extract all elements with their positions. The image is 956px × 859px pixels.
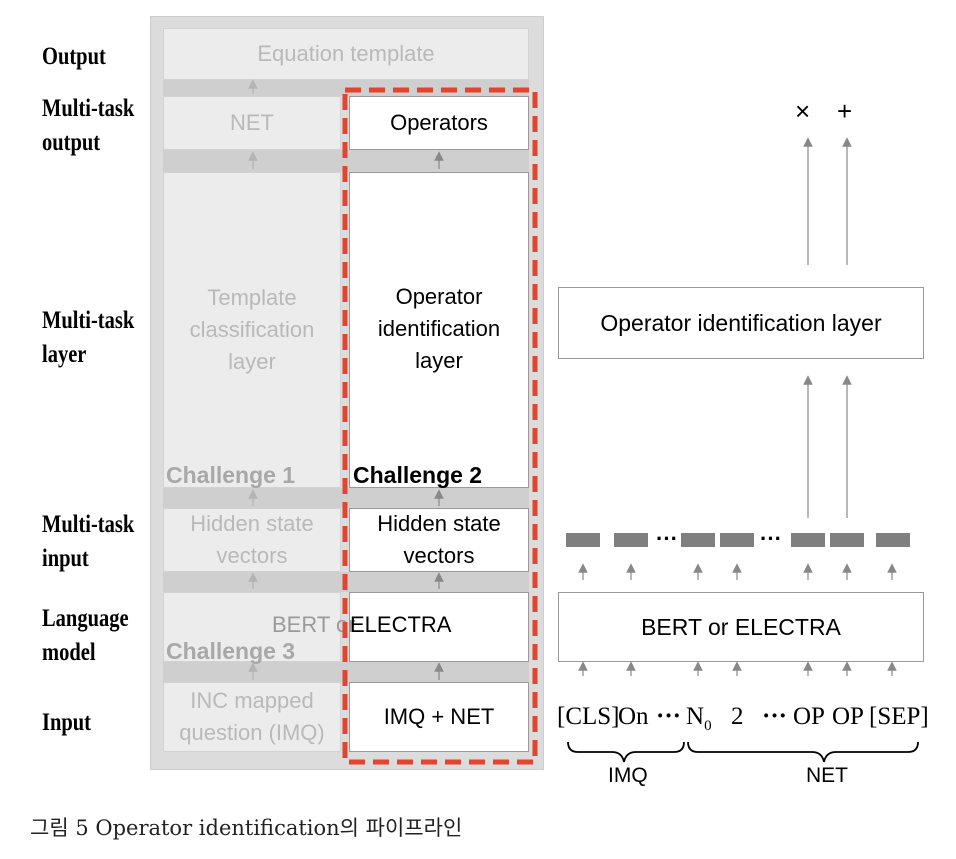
row-label-line: output [42, 129, 101, 156]
row-label-multitask-layer: Multi-task layer [42, 304, 134, 372]
imq-brace-label: IMQ [608, 764, 648, 787]
hidden-vector [681, 533, 715, 547]
row-label-multitask-output: Multi-task output [42, 92, 134, 160]
hidden-vector [830, 533, 864, 547]
token-ellipsis: ··· [762, 703, 788, 730]
net-output-box: NET [163, 96, 341, 150]
net-output-label: NET [230, 110, 274, 135]
operator-identification-box: Operator identification layer [349, 172, 529, 488]
hidden-state-line: Hidden state [377, 511, 501, 536]
row-label-language-model: Language model [42, 602, 129, 670]
token-n: N [686, 703, 705, 730]
row-label-line: Multi-task [42, 307, 135, 334]
vector-ellipsis: ··· [760, 526, 782, 551]
operators-label: Operators [390, 110, 488, 135]
equation-template-label: Equation template [257, 41, 435, 66]
vector-ellipsis: ··· [656, 526, 678, 551]
template-layer-line: layer [228, 349, 276, 374]
figure-caption: 그림 5 Operator identification의 파이프라인 [30, 816, 463, 840]
hidden-state-line: vectors [216, 543, 288, 568]
operator-layer-line: layer [415, 348, 463, 373]
imq-gray-line: question (IMQ) [179, 720, 325, 745]
hidden-state-gray-box: Hidden state vectors [163, 508, 341, 572]
token-op: OP [793, 703, 825, 730]
hidden-vector [876, 533, 910, 547]
bert-gray-box [163, 592, 341, 662]
row-label-line: Multi-task [42, 95, 135, 122]
highlight-dashed-rect [342, 87, 538, 765]
row-label-output: Output [42, 43, 106, 70]
token-sep: [SEP] [869, 703, 929, 730]
electra-box [349, 592, 529, 662]
electra-right-label: ELECTRA [350, 612, 452, 637]
hidden-vector [791, 533, 825, 547]
row-label-line: model [42, 639, 96, 666]
imq-net-label: IMQ + NET [383, 704, 495, 729]
token-cls: [CLS] [557, 703, 620, 730]
right-operator-layer-box: Operator identification layer [558, 287, 924, 359]
token-op: OP [832, 703, 864, 730]
imq-net-box: IMQ + NET [349, 682, 529, 752]
right-bert-label: BERT or ELECTRA [641, 614, 841, 640]
operator-layer-line: identification [377, 316, 501, 341]
times-operator: × [795, 96, 811, 126]
token-ellipsis: ··· [656, 703, 682, 730]
token-n-subscript: 0 [704, 718, 712, 734]
token-n0: N0 [686, 703, 712, 735]
row-label-input: Input [42, 709, 92, 736]
hidden-vector [566, 533, 600, 547]
imq-brace [567, 741, 685, 763]
right-operator-layer-label: Operator identification layer [600, 310, 882, 336]
token-on: On [618, 703, 649, 730]
challenge-3-label: Challenge 3 [166, 638, 296, 664]
plus-operator: + [837, 96, 853, 126]
net-brace-label: NET [806, 764, 848, 787]
token-2: 2 [731, 703, 744, 730]
row-label-line: Multi-task [42, 511, 135, 538]
hidden-state-white-box: Hidden state vectors [349, 508, 529, 572]
template-classification-box: Template classification layer [163, 172, 341, 488]
challenge-2-label: Challenge 2 [353, 462, 483, 488]
bert-left-label: BERT or [272, 612, 356, 637]
hidden-vector [720, 533, 754, 547]
row-label-line: Language [42, 605, 129, 632]
imq-gray-line: INC mapped [190, 688, 314, 713]
hidden-vector [614, 533, 648, 547]
equation-template-box: Equation template [163, 28, 529, 80]
hidden-state-line: Hidden state [190, 511, 314, 536]
operators-box: Operators [349, 96, 529, 150]
hidden-state-line: vectors [403, 543, 475, 568]
imq-gray-box: INC mapped question (IMQ) [163, 682, 341, 752]
right-bert-box: BERT or ELECTRA [558, 592, 924, 662]
operator-layer-line: Operator [395, 284, 483, 309]
template-layer-line: Template [207, 285, 297, 310]
challenge-1-label: Challenge 1 [166, 462, 296, 488]
row-label-line: input [42, 545, 89, 572]
row-label-multitask-input: Multi-task input [42, 508, 134, 576]
template-layer-line: classification [189, 317, 315, 342]
row-label-line: layer [42, 341, 87, 368]
net-brace [687, 741, 919, 763]
